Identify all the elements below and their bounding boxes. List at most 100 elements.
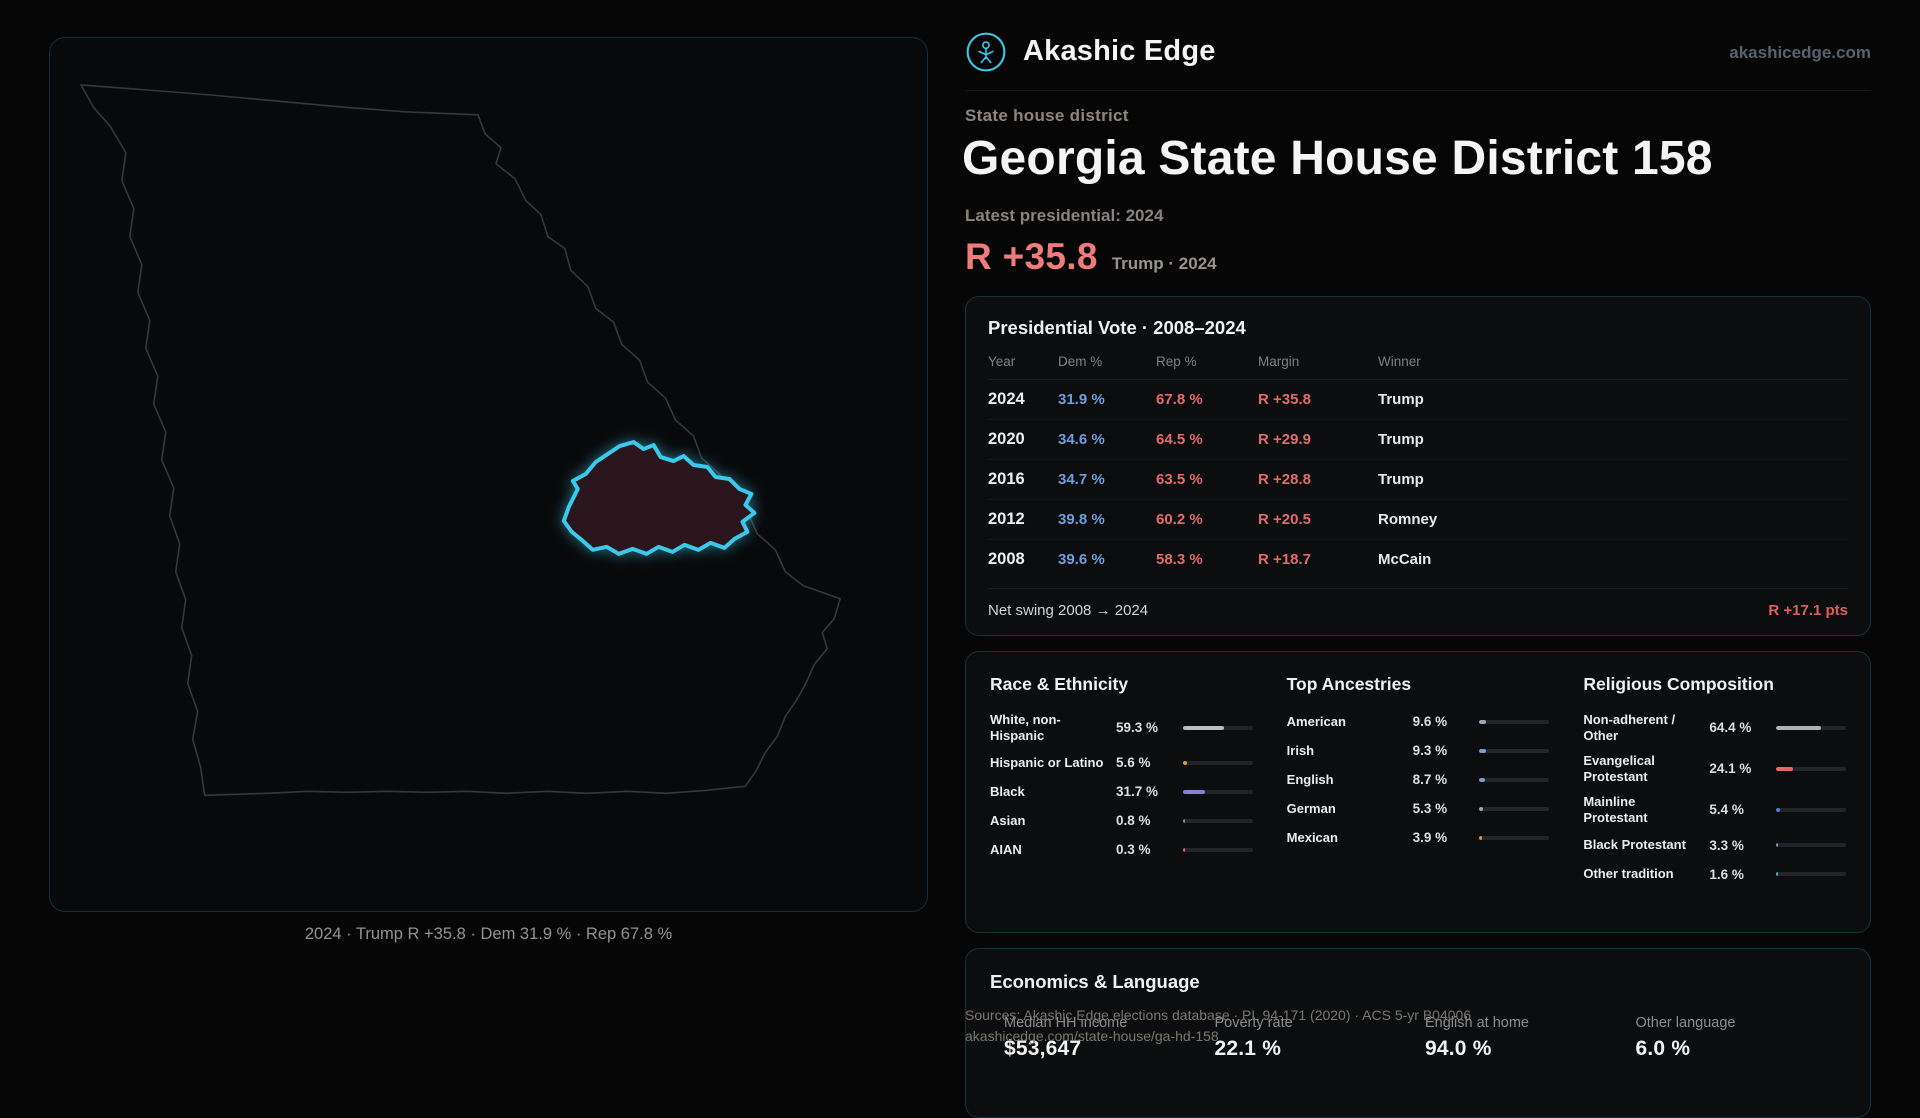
demographic-bar: [1479, 719, 1550, 724]
district-shape[interactable]: [561, 440, 757, 556]
race-ethnicity-group: Race & Ethnicity White, non-Hispanic 59.3…: [990, 674, 1253, 910]
demographic-bar: [1182, 760, 1253, 765]
top-ancestries-rows: American 9.6 % Irish 9.3 % English 8.7 % Germa…: [1287, 712, 1550, 847]
footer-permalink[interactable]: akashicedge.com/state-house/ga-hd-158: [965, 1028, 1219, 1044]
latest-presidential-label: Latest presidential: 2024: [965, 206, 1164, 225]
dem-cell: 34.6 %: [1058, 431, 1105, 448]
demographic-value: 24.1 %: [1709, 761, 1752, 777]
demographic-bar: [1775, 725, 1846, 730]
demographic-bar-fill: [1479, 748, 1486, 753]
margin-cell: R +29.9: [1258, 431, 1311, 448]
demographic-value: 1.6 %: [1709, 866, 1744, 882]
demographic-bar-fill: [1775, 843, 1779, 848]
demographic-label: Mainline Protestant: [1583, 794, 1648, 825]
demographic-label: Irish: [1286, 742, 1315, 758]
stat: Median HH income $53,647: [1004, 1015, 1215, 1061]
demographic-value: 9.6 %: [1412, 714, 1448, 729]
brand-name: Akashic Edge: [1023, 35, 1216, 67]
net-swing-label: Net swing 2008 → 2024: [988, 602, 1149, 619]
stat-label: Median HH income: [1004, 1015, 1128, 1031]
demographic-label: Other tradition: [1583, 866, 1674, 882]
demographic-bar: [1479, 777, 1550, 782]
demographic-row: Mainline Protestant 5.4 %: [1583, 794, 1846, 825]
dem-cell: 34.7 %: [1058, 471, 1105, 488]
demographic-bar-fill: [1182, 789, 1205, 794]
table-row: 2024 31.9 % 67.8 % R +35.8 Trump: [988, 380, 1848, 420]
demographic-bar: [1775, 872, 1846, 877]
demographic-bar-fill: [1182, 818, 1185, 823]
demographic-value: 3.9 %: [1412, 830, 1448, 845]
demographic-label: Black: [990, 783, 1025, 799]
site-link[interactable]: akashicedge.com: [1729, 43, 1871, 62]
headline-margin: R +35.8: [965, 236, 1098, 277]
demographic-value: 59.3 %: [1116, 720, 1159, 736]
demographic-bar-fill: [1479, 835, 1483, 840]
demographic-label: AIAN: [990, 841, 1022, 857]
economics-title: Economics & Language: [990, 971, 1200, 992]
demographic-value: 5.6 %: [1116, 755, 1151, 771]
demographic-row: Non-adherent / Other 64.4 %: [1583, 712, 1846, 743]
stat-value: 6.0 %: [1635, 1037, 1691, 1060]
akashic-edge-logo-icon[interactable]: [965, 31, 1007, 73]
winner-cell: Trump: [1378, 391, 1424, 408]
stat-label: Other language: [1635, 1015, 1736, 1031]
year-cell: 2008: [988, 550, 1025, 568]
demographic-row: Other tradition 1.6 %: [1583, 865, 1846, 884]
presidential-table-body: 2024 31.9 % 67.8 % R +35.8 Trump 2020 34.6 % 64…: [988, 380, 1848, 579]
demographic-bar: [1479, 748, 1550, 753]
demographic-bar: [1182, 818, 1253, 823]
demographic-bar: [1775, 843, 1846, 848]
demographic-value: 5.4 %: [1709, 802, 1744, 818]
demographic-bar-fill: [1182, 847, 1185, 852]
stat: Poverty rate 22.1 %: [1215, 1015, 1426, 1061]
demographic-bar-fill: [1775, 766, 1793, 771]
page: 2024 · Trump R +35.8 · Dem 31.9 % · Rep …: [49, 31, 1871, 1118]
demographic-bar-fill: [1479, 806, 1484, 811]
demographic-bar-fill: [1775, 807, 1780, 812]
demographic-row: White, non-Hispanic 59.3 %: [990, 712, 1253, 743]
winner-cell: Trump: [1378, 431, 1424, 448]
demographic-bar: [1479, 835, 1550, 840]
footer-sources-line: Sources: Akashic Edge elections database…: [965, 1007, 1472, 1023]
stat: Other language 6.0 %: [1636, 1015, 1847, 1061]
year-cell: 2016: [988, 470, 1025, 488]
demographic-row: German 5.3 %: [1287, 799, 1550, 818]
stat-value: $53,647: [1004, 1037, 1082, 1060]
demographic-label: American: [1286, 713, 1346, 729]
demographic-value: 9.3 %: [1412, 743, 1448, 758]
top-ancestries-group: Top Ancestries American 9.6 % Irish 9.3 % En…: [1287, 674, 1550, 910]
demographic-label: Non-adherent / Other: [1583, 712, 1676, 743]
demographic-label: English: [1286, 771, 1334, 787]
demographic-row: Asian 0.8 %: [990, 811, 1253, 830]
demographic-bar: [1182, 725, 1253, 730]
demographic-row: AIAN 0.3 %: [990, 840, 1253, 859]
religious-composition-rows: Non-adherent / Other 64.4 % Evangelical Pr…: [1583, 712, 1846, 884]
column-header: Year: [988, 354, 1016, 369]
winner-cell: Romney: [1378, 511, 1438, 528]
table-row: 2016 34.7 % 63.5 % R +28.8 Trump: [988, 460, 1848, 500]
net-swing-row: Net swing 2008 → 2024 R +17.1 pts: [988, 588, 1848, 619]
column-header: Rep %: [1156, 354, 1197, 369]
rep-cell: 60.2 %: [1156, 511, 1203, 528]
presidential-panel-title: Presidential Vote · 2008–2024: [988, 317, 1246, 338]
demographics-panel: Race & Ethnicity White, non-Hispanic 59.3…: [965, 651, 1871, 933]
presidential-vote-panel: Presidential Vote · 2008–2024 Year Dem % R…: [965, 296, 1871, 636]
georgia-state-outline: [80, 84, 841, 797]
dem-cell: 31.9 %: [1058, 391, 1105, 408]
table-row: 2008 39.6 % 58.3 % R +18.7 McCain: [988, 540, 1848, 579]
column-header: Margin: [1258, 354, 1300, 369]
demographic-row: Black Protestant 3.3 %: [1583, 836, 1846, 855]
rep-cell: 67.8 %: [1156, 391, 1203, 408]
margin-cell: R +20.5: [1258, 511, 1311, 528]
demographic-label: Hispanic or Latino: [990, 754, 1104, 770]
site-header: Akashic Edge akashicedge.com: [965, 31, 1871, 87]
demographic-bar: [1479, 806, 1550, 811]
header-divider: [965, 90, 1871, 91]
rep-cell: 58.3 %: [1156, 551, 1203, 568]
district-type-kicker: State house district: [965, 106, 1129, 125]
demographic-bar: [1182, 789, 1253, 794]
demographic-value: 5.3 %: [1412, 801, 1448, 816]
demographic-bar-fill: [1775, 872, 1778, 877]
stat-label: Poverty rate: [1214, 1015, 1293, 1031]
table-row: 2020 34.6 % 64.5 % R +29.9 Trump: [988, 420, 1848, 460]
